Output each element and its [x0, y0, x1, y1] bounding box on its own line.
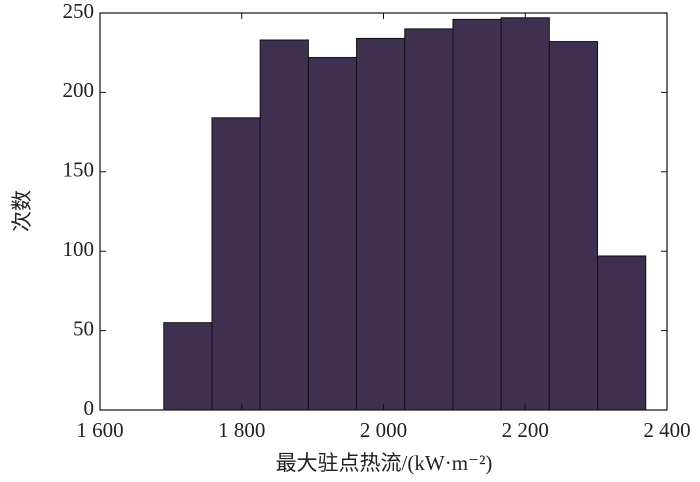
y-tick-label: 250 — [63, 0, 95, 23]
x-axis-label: 最大驻点热流/(kW·m⁻²) — [276, 451, 493, 475]
bar — [211, 117, 261, 411]
bar — [356, 37, 406, 411]
y-axis-label: 次数 — [10, 190, 34, 232]
y-tick-label: 50 — [73, 316, 94, 340]
bar — [452, 18, 502, 411]
y-tick-label: 0 — [84, 396, 95, 420]
bar — [163, 322, 213, 411]
bar — [404, 28, 454, 411]
bar — [259, 39, 309, 411]
y-tick-label: 150 — [63, 158, 95, 182]
y-tick-label: 200 — [63, 78, 95, 102]
x-tick-label: 1 800 — [218, 418, 265, 442]
bar — [597, 255, 647, 411]
bar — [548, 41, 599, 411]
y-tick-label: 100 — [63, 237, 95, 261]
x-tick-label: 2 400 — [643, 418, 690, 442]
bar — [307, 56, 358, 411]
x-tick-label: 1 600 — [76, 418, 123, 442]
x-tick-label: 2 000 — [360, 418, 407, 442]
x-tick-label: 2 200 — [502, 418, 549, 442]
bar — [500, 17, 550, 411]
